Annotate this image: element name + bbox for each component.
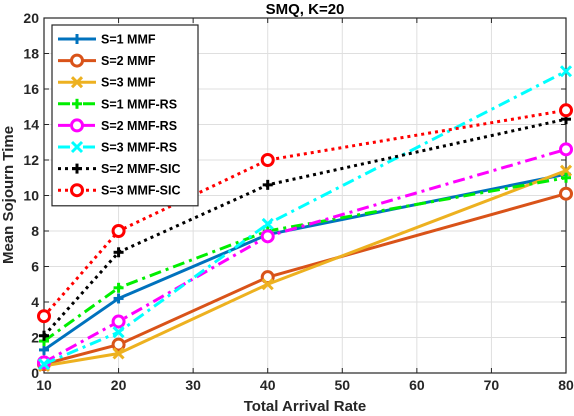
data-point-marker: [260, 229, 275, 244]
series-line: [43, 169, 567, 368]
legend-entry-label: S=2 MMF-SIC: [101, 162, 181, 176]
data-point-marker: [37, 358, 51, 371]
y-tick-label: 12: [23, 152, 39, 168]
y-tick-label: 10: [23, 188, 39, 204]
x-tick-label: 70: [484, 377, 500, 393]
legend-entry-label: S=1 MMF: [101, 33, 156, 47]
legend-marker: [72, 98, 82, 109]
legend-marker: [72, 34, 82, 44]
legend-entry-label: S=1 MMF-RS: [101, 97, 177, 111]
y-tick-label: 20: [23, 10, 39, 26]
legend-marker: [70, 118, 84, 133]
data-point-marker: [559, 164, 573, 177]
data-point-marker: [113, 282, 124, 293]
chart-title: SMQ, K=20: [266, 1, 345, 18]
y-tick-label: 0: [31, 365, 39, 381]
data-point-marker: [559, 103, 573, 118]
series-lines: [37, 65, 573, 372]
y-tick-label: 8: [31, 223, 39, 239]
data-point-marker: [561, 172, 571, 183]
data-point-marker: [262, 179, 273, 190]
legend-marker: [70, 76, 84, 89]
data-point-marker: [112, 347, 125, 360]
data-point-marker: [559, 142, 573, 157]
y-axis-title: Mean Sojourn Time: [0, 126, 17, 264]
legend-entry-label: S=3 MMF-RS: [101, 141, 177, 155]
data-point-marker: [112, 326, 125, 339]
series-line: [42, 117, 567, 337]
data-point-marker: [261, 217, 274, 230]
x-tick-label: 20: [111, 377, 127, 393]
data-point-marker: [113, 247, 124, 258]
legend-entry-label: S=2 MMF: [101, 54, 156, 68]
legend-box: [51, 24, 199, 207]
data-point-marker: [37, 309, 51, 324]
data-point-marker: [260, 153, 275, 167]
data-point-marker: [111, 337, 126, 352]
x-tick-label: 40: [260, 377, 276, 393]
legend: S=1 MMF S=2 MMF S=3 MMF S=1 MMF-RS S=2 MMF-R…: [51, 24, 199, 207]
y-tick-label: 14: [23, 117, 39, 133]
y-tick-label: 6: [31, 259, 39, 275]
y-tick-label: 16: [23, 81, 39, 97]
x-tick-label: 50: [334, 377, 350, 393]
legend-entry-label: S=3 MMF-SIC: [101, 184, 181, 198]
legend-marker: [70, 53, 84, 68]
data-point-marker: [39, 344, 49, 355]
data-point-marker: [261, 278, 274, 291]
y-tick-label: 4: [31, 294, 39, 310]
axes: 10 20 30 40 50 60 70 80 0 2 4 6 8 10 12 14 16 18 20: [23, 10, 574, 393]
series-line: [43, 192, 567, 366]
data-point-marker: [39, 330, 49, 341]
x-tick-label: 30: [185, 377, 201, 393]
data-point-marker: [111, 224, 126, 238]
y-tick-label: 18: [23, 46, 39, 62]
series-line: [43, 176, 567, 343]
legend-marker: [70, 140, 84, 154]
data-point-marker: [559, 65, 573, 78]
x-tick-label: 10: [36, 377, 52, 393]
legend-entry-label: S=3 MMF: [101, 76, 156, 90]
series-line: [42, 108, 567, 318]
data-point-marker: [113, 293, 124, 304]
y-tick-label: 2: [31, 330, 39, 346]
legend-marker: [72, 163, 82, 174]
x-tick-label: 60: [409, 377, 425, 393]
data-point-marker: [111, 314, 126, 329]
series-line: [43, 69, 567, 366]
x-axis-title: Total Arrival Rate: [244, 398, 367, 415]
legend-entry-label: S=2 MMF-RS: [101, 119, 177, 133]
data-point-marker: [559, 186, 573, 201]
x-tick-label: 80: [558, 377, 574, 393]
series-line: [43, 147, 567, 364]
legend-marker: [70, 183, 84, 198]
